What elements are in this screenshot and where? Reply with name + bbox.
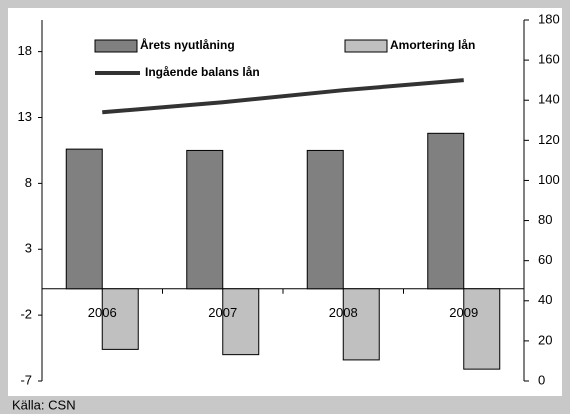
y2-tick-label: 140 (538, 92, 560, 107)
y-tick-label: 13 (18, 109, 32, 124)
x-tick-label: 2009 (449, 305, 478, 320)
line (102, 78, 464, 115)
legend-label: Amortering lån (390, 38, 475, 52)
bar (427, 132, 465, 290)
bar (101, 288, 139, 350)
bar (306, 149, 344, 290)
y2-tick-label: 80 (538, 212, 552, 227)
y-tick-label: -2 (20, 307, 32, 322)
x-tick-label: 2008 (329, 305, 358, 320)
y-tick-label: 18 (18, 43, 32, 58)
x-tick-label: 2007 (208, 305, 237, 320)
legend-swatch (344, 39, 388, 53)
bar (186, 149, 224, 290)
bar (463, 288, 501, 370)
y2-tick-label: 120 (538, 132, 560, 147)
y2-tick-label: 60 (538, 252, 552, 267)
y2-tick-label: 180 (538, 11, 560, 26)
y-tick-label: 3 (25, 241, 32, 256)
y-tick-label: 8 (25, 175, 32, 190)
legend-swatch (94, 39, 138, 53)
source: Källa: CSN (12, 397, 76, 412)
y2-tick-label: 40 (538, 292, 552, 307)
legend-label: Ingående balans lån (145, 65, 260, 79)
y-tick-label: -7 (20, 372, 32, 387)
y2-tick-label: 20 (538, 332, 552, 347)
legend-label: Årets nyutlåning (140, 37, 235, 52)
y2-tick-label: 160 (538, 52, 560, 67)
bar (222, 288, 260, 356)
y2-tick-label: 100 (538, 172, 560, 187)
bar (65, 148, 103, 290)
x-tick-label: 2006 (88, 305, 117, 320)
bar (342, 288, 380, 361)
y2-tick-label: 0 (538, 372, 545, 387)
